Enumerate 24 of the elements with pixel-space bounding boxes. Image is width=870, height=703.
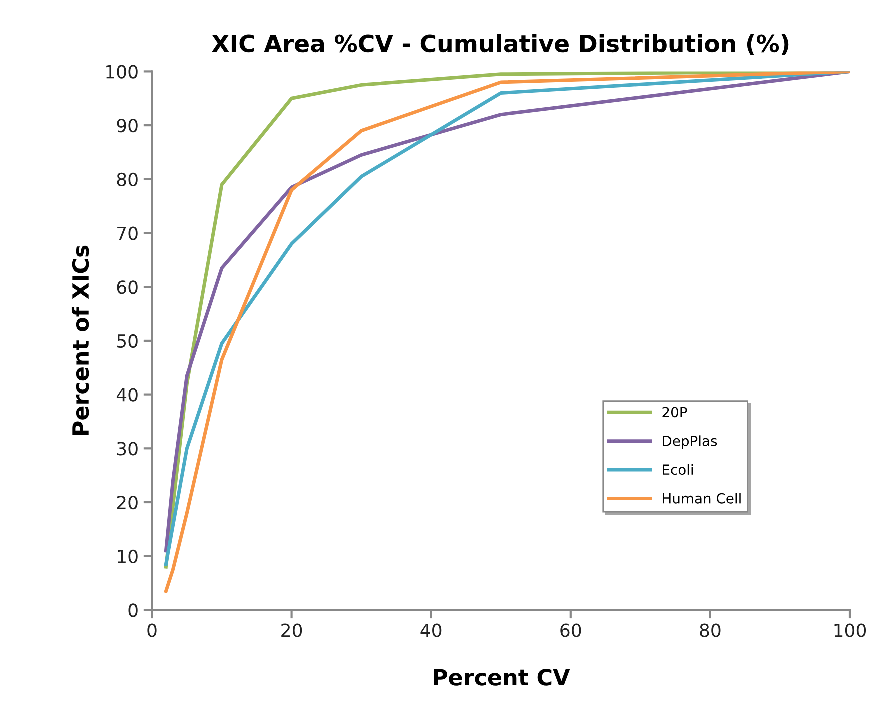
y-tick-label: 50	[117, 334, 138, 348]
x-tick-label: 40	[420, 624, 442, 638]
y-tick-label: 100	[106, 65, 138, 79]
legend-label: Ecoli	[663, 464, 694, 476]
x-tick-label: 100	[834, 624, 866, 638]
x-tick-label: 80	[700, 624, 721, 638]
y-axis-title: Percent of XICs	[72, 246, 90, 436]
chart-title: XIC Area %CV - Cumulative Distribution (%)	[212, 34, 789, 56]
legend-label: Human Cell	[663, 493, 741, 504]
x-axis-title: Percent CV	[434, 669, 570, 686]
y-tick-label: 0	[128, 604, 138, 618]
y-tick-label: 10	[118, 550, 138, 564]
y-tick-label: 70	[118, 226, 138, 240]
y-tick-label: 90	[117, 119, 138, 133]
legend-label: 20P	[662, 407, 688, 418]
y-tick-label: 20	[117, 496, 138, 510]
y-tick-label: 60	[117, 280, 138, 294]
legend-label: DepPlas	[663, 436, 718, 450]
y-tick-label: 30	[117, 442, 138, 456]
y-tick-label: 40	[116, 388, 138, 402]
y-tick-label: 80	[117, 172, 138, 187]
x-tick-label: 60	[560, 624, 582, 638]
x-tick-label: 20	[282, 624, 302, 638]
x-tick-label: 0	[148, 624, 157, 638]
